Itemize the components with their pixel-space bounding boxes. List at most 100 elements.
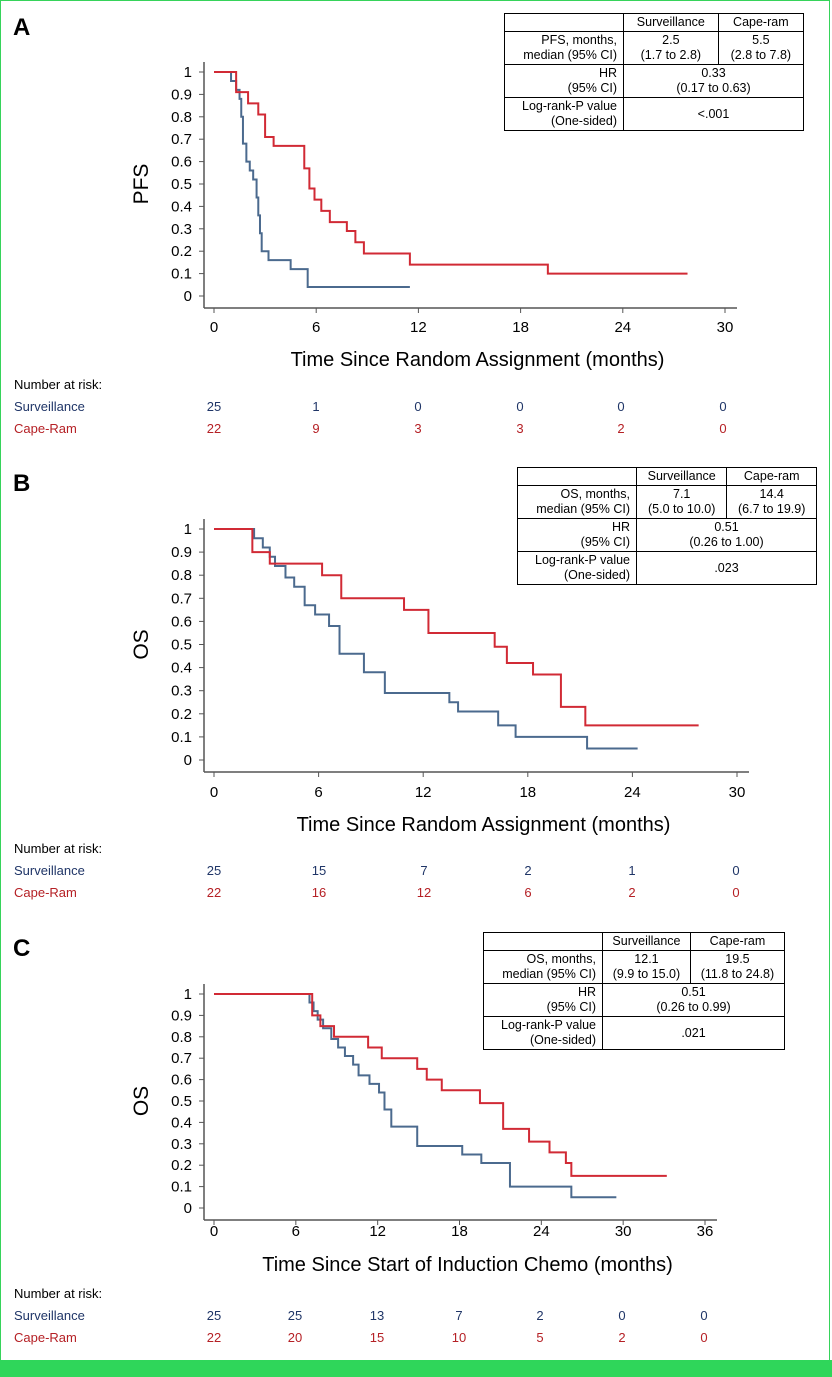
risk-count-cape-ram: 3	[414, 421, 422, 436]
risk-count-surveillance: 15	[311, 863, 327, 878]
risk-count-cape-ram: 12	[416, 885, 432, 900]
y-tick-label: 0.9	[171, 1007, 192, 1024]
stats-table: Surveillance Cape-ram PFS, months, median…	[504, 13, 805, 131]
risk-count-surveillance: 1	[628, 863, 636, 878]
risk-count-surveillance: 25	[206, 399, 222, 414]
y-axis-title: OS	[130, 1086, 153, 1116]
col-cape-ram: Cape-ram	[726, 467, 817, 486]
risk-count-cape-ram: 2	[617, 421, 625, 436]
km-chart-os-induction: 0 0.1 0.2 0.3 0.4 0.5 0.6 0.7 0.8 0.9 1 0 6 12 18 24 30 3…	[130, 984, 717, 1276]
risk-count-cape-ram: 0	[719, 421, 727, 436]
x-tick-label: 24	[614, 319, 631, 336]
risk-count-cape-ram: 20	[287, 1330, 303, 1345]
row-median-head: OS, months, median (95% CI)	[483, 950, 603, 984]
risk-count-surveillance: 13	[369, 1308, 385, 1323]
risk-count-cape-ram: 22	[206, 421, 222, 436]
risk-count-cape-ram: 9	[312, 421, 320, 436]
km-chart-pfs: 0 0.1 0.2 0.3 0.4 0.5 0.6 0.7 0.8 0.9 1 0 6 12 18 24 30 T…	[130, 62, 737, 371]
risk-count-surveillance: 25	[287, 1308, 303, 1323]
y-tick-label: 0	[184, 288, 192, 305]
y-tick-label: 0.3	[171, 683, 192, 700]
median-cape-ram: 14.4 (6.7 to 19.9)	[726, 485, 817, 519]
row-median-head: PFS, months, median (95% CI)	[504, 31, 624, 65]
y-axis-title: PFS	[130, 164, 153, 205]
y-tick-label: 0	[184, 1200, 192, 1217]
risk-count-surveillance: 0	[700, 1308, 708, 1323]
y-tick-label: 0.5	[171, 1093, 192, 1110]
risk-count-surveillance: 25	[206, 1308, 222, 1323]
median-cape-ram: 19.5 (11.8 to 24.8)	[689, 950, 786, 984]
row-hr-head: HR (95% CI)	[517, 518, 637, 552]
risk-count-surveillance: 7	[455, 1308, 463, 1323]
panel-label: C	[13, 935, 31, 962]
risk-label-cape-ram: Cape-Ram	[14, 885, 77, 900]
row-hr-head: HR (95% CI)	[504, 64, 624, 98]
y-tick-label: 0.6	[171, 1072, 192, 1089]
stats-table: Surveillance Cape-ram OS, months, median …	[517, 467, 817, 585]
pvalue: .021	[602, 1016, 785, 1050]
col-cape-ram: Cape-ram	[689, 932, 786, 951]
y-tick-label: 0.6	[171, 613, 192, 630]
risk-count-surveillance: 0	[414, 399, 422, 414]
y-tick-label: 0.2	[171, 243, 192, 260]
y-tick-label: 0.5	[171, 176, 192, 193]
risk-count-surveillance: 0	[516, 399, 524, 414]
y-tick-label: 0.1	[171, 729, 192, 746]
risk-count-surveillance: 1	[312, 399, 320, 414]
x-tick-label: 6	[312, 319, 320, 336]
surveillance-curve	[214, 993, 617, 1199]
risk-count-surveillance: 0	[618, 1308, 626, 1323]
x-tick-label: 30	[717, 319, 734, 336]
y-tick-label: 0.2	[171, 1157, 192, 1174]
x-tick-label: 6	[314, 784, 322, 801]
y-tick-label: 0.9	[171, 86, 192, 103]
risk-count-cape-ram: 16	[311, 885, 327, 900]
x-tick-label: 24	[624, 784, 641, 801]
y-tick-label: 0.1	[171, 1179, 192, 1196]
risk-count-surveillance: 0	[732, 863, 740, 878]
y-tick-label: 0.8	[171, 567, 192, 584]
surveillance-curve	[214, 71, 410, 289]
risk-label-surveillance: Surveillance	[14, 399, 85, 414]
y-tick-label: 1	[184, 986, 192, 1003]
risk-count-surveillance: 0	[719, 399, 727, 414]
risk-count-cape-ram: 0	[732, 885, 740, 900]
risk-count-cape-ram: 22	[206, 885, 222, 900]
x-tick-label: 12	[410, 319, 427, 336]
risk-count-cape-ram: 2	[628, 885, 636, 900]
panel-c: C 0 0.1 0.2 0.3 0.4 0.5 0.6 0.7 0.8 0.9 1 0 6 12 18 24 3…	[0, 930, 832, 1360]
risk-count-cape-ram: 0	[700, 1330, 708, 1345]
median-surveillance: 7.1 (5.0 to 10.0)	[635, 485, 728, 519]
risk-count-cape-ram: 10	[451, 1330, 467, 1345]
km-chart-os: 0 0.1 0.2 0.3 0.4 0.5 0.6 0.7 0.8 0.9 1 0 6 12 18 24 30 T…	[130, 519, 749, 836]
y-tick-label: 0	[184, 752, 192, 769]
risk-count-surveillance: 2	[536, 1308, 544, 1323]
y-tick-label: 0.7	[171, 590, 192, 607]
risk-label-cape-ram: Cape-Ram	[14, 1330, 77, 1345]
risk-title: Number at risk:	[14, 841, 103, 856]
risk-count-surveillance: 2	[524, 863, 532, 878]
row-median-head: OS, months, median (95% CI)	[517, 485, 637, 519]
median-surveillance: 2.5 (1.7 to 2.8)	[623, 31, 719, 65]
x-tick-label: 30	[729, 784, 746, 801]
risk-label-surveillance: Surveillance	[14, 863, 85, 878]
y-tick-label: 0.7	[171, 1050, 192, 1067]
risk-count-cape-ram: 2	[618, 1330, 626, 1345]
risk-count-surveillance: 7	[420, 863, 428, 878]
y-tick-label: 0.5	[171, 637, 192, 654]
cape-ram-curve	[214, 993, 667, 1177]
x-tick-label: 36	[697, 1223, 714, 1240]
panel-label: A	[13, 14, 31, 41]
y-tick-label: 0.2	[171, 706, 192, 723]
pvalue: <.001	[623, 97, 804, 131]
y-tick-label: 0.7	[171, 131, 192, 148]
risk-title: Number at risk:	[14, 377, 103, 392]
x-tick-label: 24	[533, 1223, 550, 1240]
cape-ram-curve	[214, 528, 699, 727]
row-pvalue-head: Log-rank-P value (One-sided)	[483, 1016, 603, 1050]
x-tick-label: 30	[615, 1223, 632, 1240]
risk-count-cape-ram: 22	[206, 1330, 222, 1345]
y-tick-label: 0.9	[171, 544, 192, 561]
risk-count-cape-ram: 15	[369, 1330, 385, 1345]
y-tick-label: 0.8	[171, 1029, 192, 1046]
